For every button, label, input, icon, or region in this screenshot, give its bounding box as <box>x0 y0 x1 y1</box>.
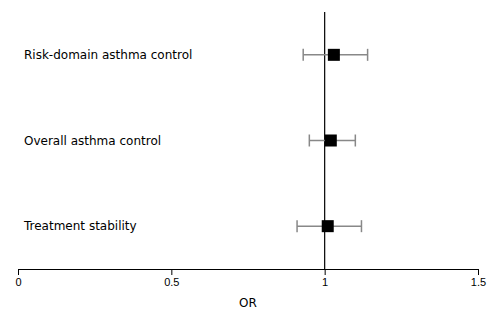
chart: 0 0.5 1 1.5 Risk-domain asthma control Overal… <box>0 0 500 315</box>
category-labels: Risk-domain asthma control Overall asthma… <box>23 48 192 233</box>
point-estimate <box>328 49 340 61</box>
x-axis-line <box>19 270 479 276</box>
error-bar <box>297 220 361 232</box>
error-bar <box>309 135 355 147</box>
x-tick-label: 0 <box>15 276 21 288</box>
plot-area: 0 0.5 1 1.5 Risk-domain asthma control Overal… <box>15 12 486 288</box>
x-tick-mark <box>171 269 172 275</box>
x-tick-mark <box>18 269 19 275</box>
x-tick-label: 0.5 <box>164 276 179 288</box>
category-label: Overall asthma control <box>24 134 161 148</box>
error-bar-cap <box>302 49 304 61</box>
error-bar-cap <box>367 49 369 61</box>
x-tick-label: 1 <box>322 276 328 288</box>
point-estimate <box>322 220 334 232</box>
error-bar-cap <box>355 135 357 147</box>
x-tick: 1 <box>322 269 328 288</box>
x-tick-mark <box>478 269 479 275</box>
error-bar <box>303 49 367 61</box>
category-label: Treatment stability <box>23 219 137 233</box>
error-bar-cap <box>309 135 311 147</box>
x-tick: 1.5 <box>471 269 486 288</box>
x-axis: 0 0.5 1 1.5 <box>15 269 486 288</box>
x-axis-title: OR <box>239 296 257 310</box>
x-tick: 0.5 <box>164 269 179 288</box>
category-label: Risk-domain asthma control <box>24 48 192 62</box>
marks <box>297 12 368 269</box>
error-bar-cap <box>361 220 363 232</box>
x-tick-mark <box>325 269 326 275</box>
x-tick-label: 1.5 <box>471 276 486 288</box>
error-bar-cap <box>296 220 298 232</box>
x-tick: 0 <box>15 269 21 288</box>
point-estimate <box>325 135 337 147</box>
